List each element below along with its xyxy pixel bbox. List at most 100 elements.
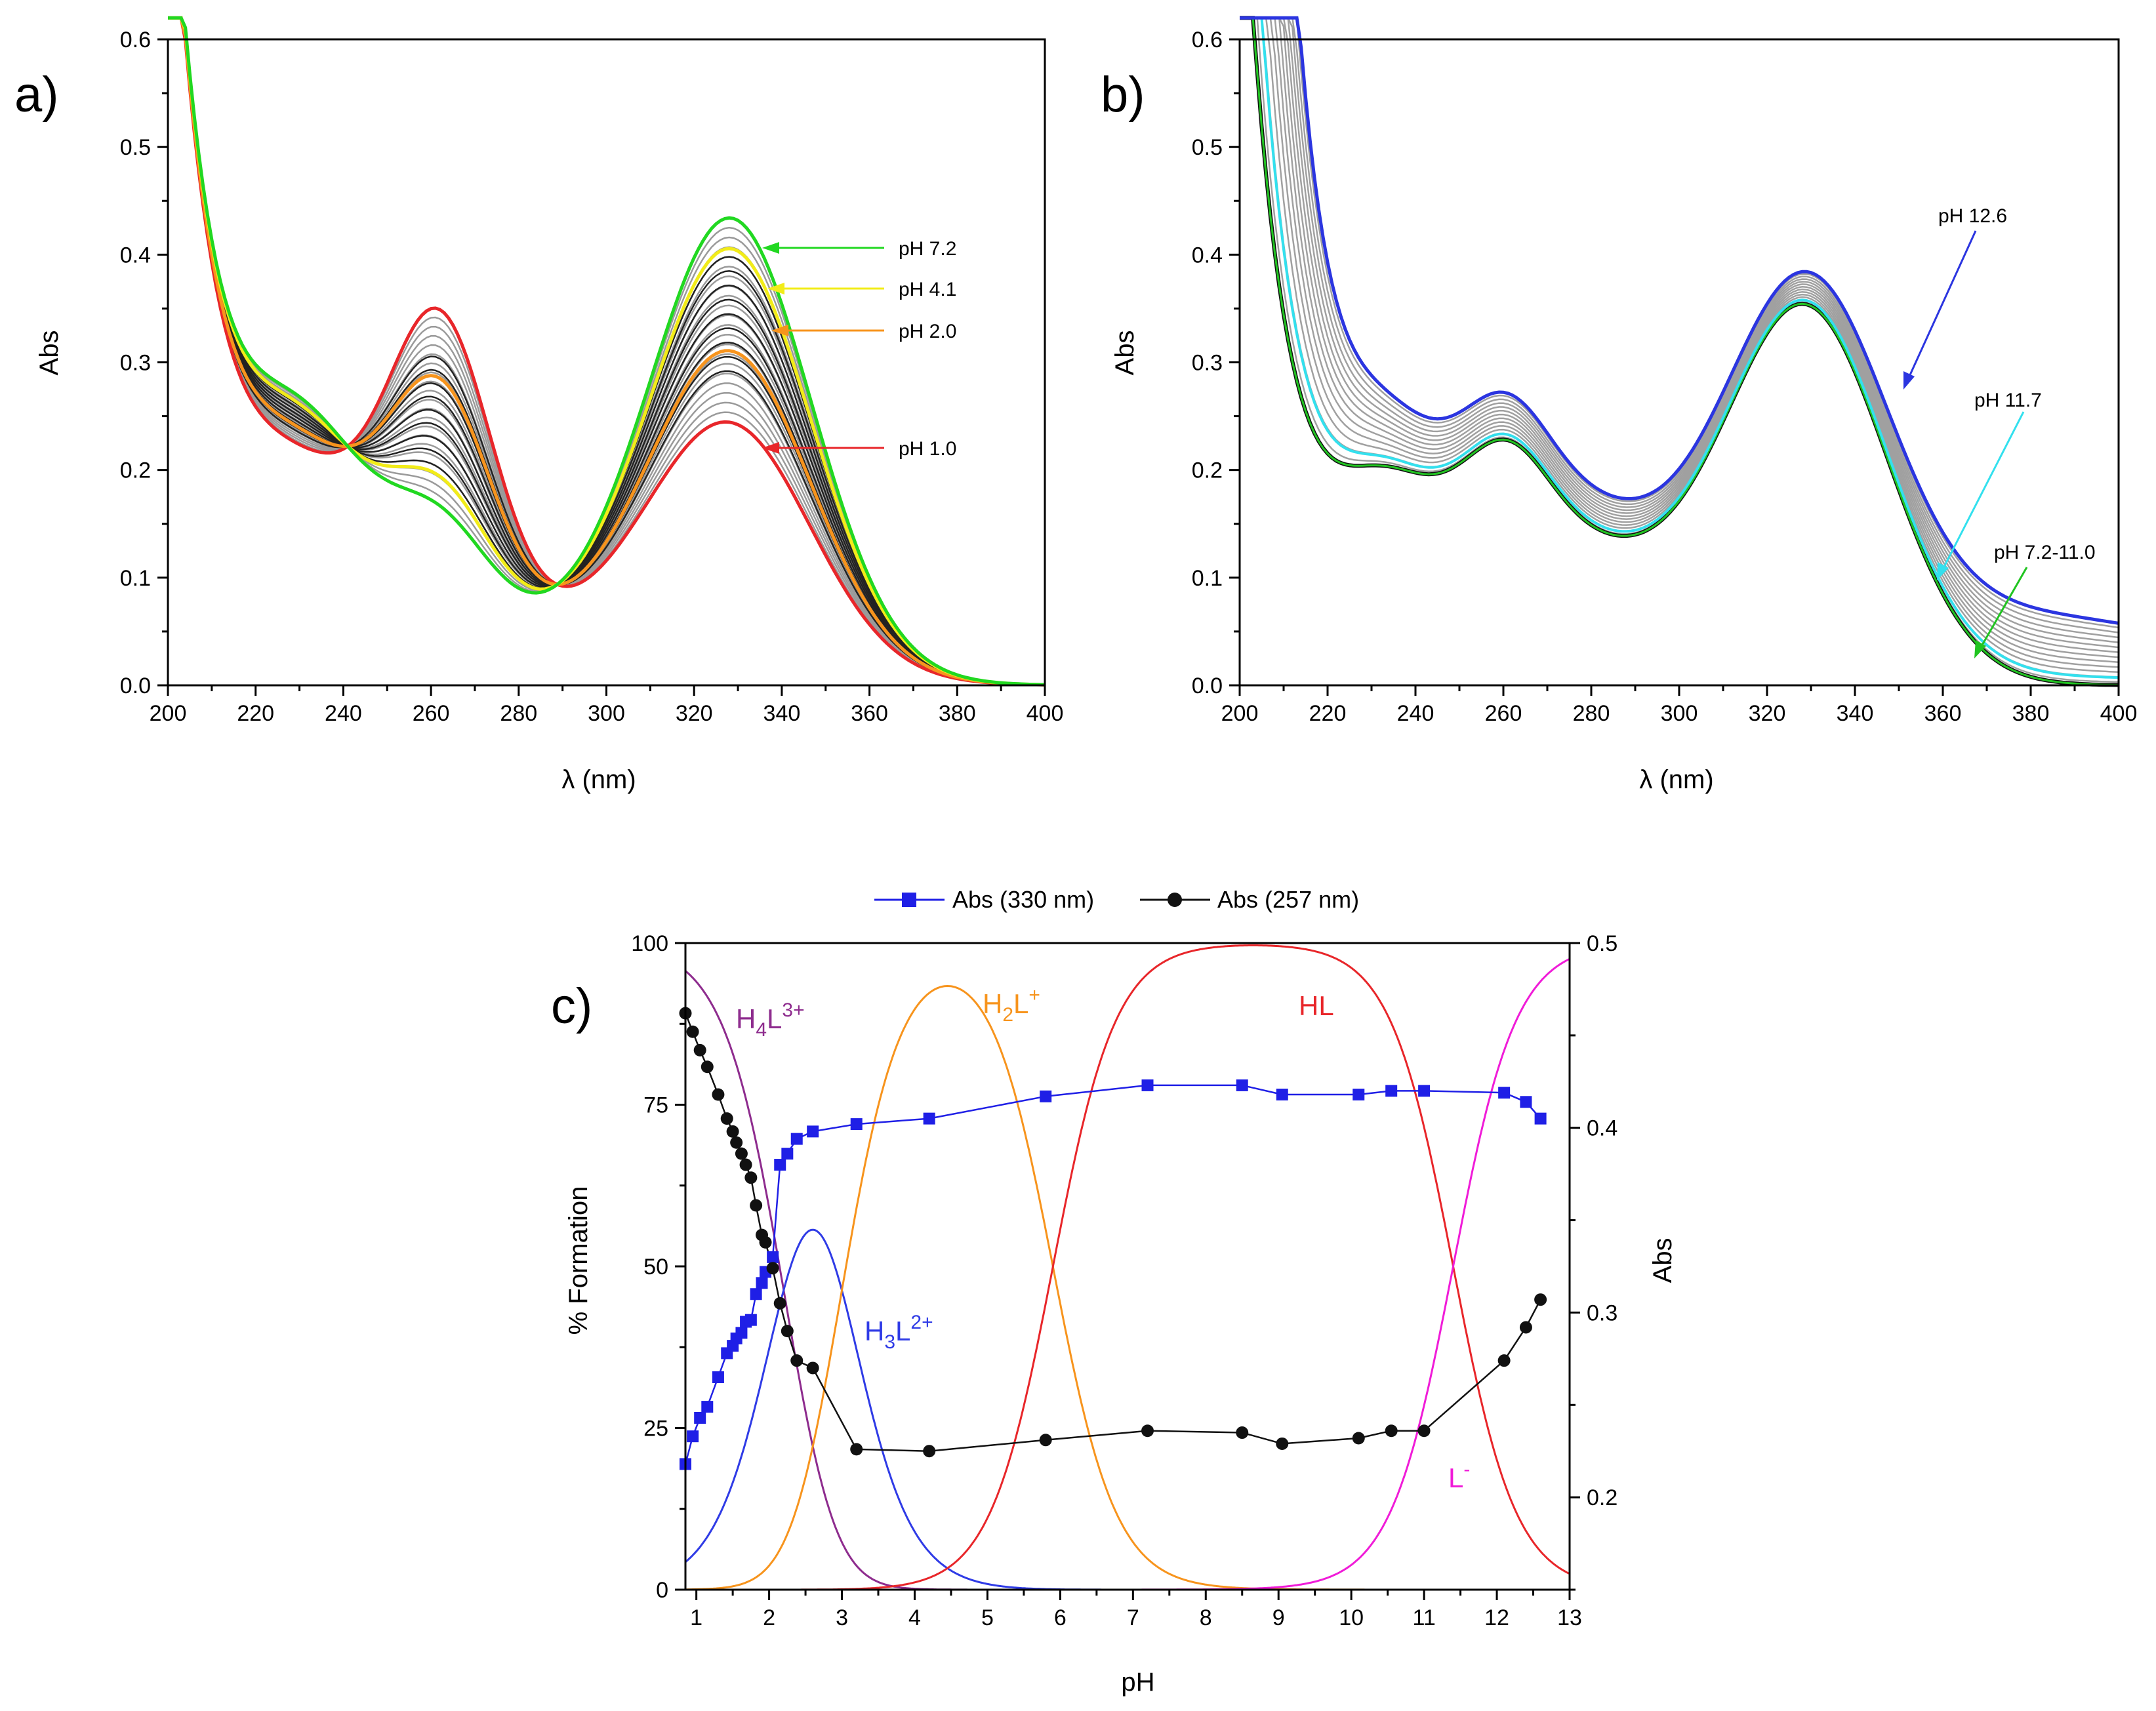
b-annotation-ph117: pH 11.7	[1937, 390, 2042, 580]
a-dark-spectrum	[168, 16, 1046, 686]
a-annotation-ph20: pH 2.0	[771, 321, 956, 342]
c-legend-abs257-label: Abs (257 nm)	[1217, 886, 1359, 913]
c-x-tick-label: 8	[1200, 1605, 1212, 1630]
c-y-tick-label: 50	[643, 1255, 668, 1279]
y-tick-label: 0.2	[120, 458, 151, 483]
y-tick-label: 0.4	[1192, 243, 1223, 268]
a-spectrum-ph20	[168, 16, 1046, 687]
panel-label-b: b)	[1101, 67, 1145, 123]
c-marker-abs257	[686, 1025, 699, 1038]
c-marker-abs330	[694, 1412, 706, 1424]
c-species-label-h4l: H4L3+	[736, 999, 805, 1041]
c-marker-abs257	[806, 1361, 819, 1375]
b-axes	[1229, 38, 2120, 696]
c-marker-abs257	[1141, 1424, 1154, 1438]
a-x-axis-label: λ (nm)	[561, 765, 636, 794]
c-marker-abs330	[790, 1133, 803, 1145]
a-label-ph20: pH 2.0	[899, 321, 956, 342]
c-marker-abs330	[1236, 1079, 1248, 1091]
c-legend-abs330: Abs (330 nm)	[874, 886, 1094, 913]
x-tick-label: 400	[2100, 701, 2138, 726]
b-label-ph72-110: pH 7.2-11.0	[1994, 542, 2096, 563]
c-y2-tick-labels: 0.2 0.3 0.4 0.5	[1587, 931, 1617, 1510]
panel-label-a: a)	[14, 67, 59, 123]
b-x-tick-labels: 200 220 240 260 280 300 320 340 360 380 400	[1221, 701, 2138, 726]
c-marker-abs330	[1353, 1089, 1365, 1101]
c-marker-abs257	[701, 1060, 714, 1074]
c-marker-abs330	[767, 1251, 779, 1263]
c-x-tick-label: 5	[981, 1605, 994, 1630]
c-marker-abs257	[712, 1088, 725, 1101]
c-y-tick-labels: 0 25 50 75 100	[631, 931, 668, 1603]
a-label-ph72: pH 7.2	[899, 238, 956, 260]
a-highlighted-spectra	[168, 16, 1046, 687]
b-gray-spectrum	[1240, 16, 2119, 643]
x-tick-label: 280	[500, 701, 537, 726]
c-marker-abs257	[744, 1171, 758, 1184]
b-gray-spectrum	[1240, 16, 2119, 653]
c-marker-abs330	[744, 1314, 757, 1326]
x-tick-label: 340	[763, 701, 801, 726]
c-marker-abs257	[1417, 1424, 1431, 1438]
x-tick-label: 300	[1661, 701, 1698, 726]
c-marker-abs330	[1141, 1079, 1154, 1091]
c-marker-abs330	[1534, 1112, 1547, 1125]
b-annotation-ph72-110: pH 7.2-11.0	[1974, 542, 2096, 658]
c-x-tick-labels: 1 2 3 4 5 6 7 8 9 10 11 12 13	[690, 1605, 1582, 1630]
a-annotation-ph10: pH 1.0	[762, 438, 956, 460]
c-marker-abs257	[781, 1325, 794, 1338]
a-x-tick-labels: 200 220 240 260 280 300 320 340 360 380 400	[150, 701, 1064, 726]
c-species-label-l: L-	[1448, 1459, 1470, 1493]
y-tick-label: 0.3	[1192, 351, 1223, 376]
b-y-axis-label: Abs	[1110, 331, 1139, 376]
c-marker-abs330	[923, 1112, 935, 1125]
c-marker-abs330	[1385, 1085, 1398, 1097]
c-marker-abs257	[773, 1297, 786, 1310]
y-tick-label: 0.5	[120, 135, 151, 160]
a-axes	[157, 38, 1046, 696]
c-marker-abs330	[1040, 1090, 1052, 1102]
c-marker-abs257	[1497, 1354, 1511, 1367]
c-y2-axis-label: Abs	[1648, 1238, 1677, 1283]
c-marker-abs257	[750, 1199, 763, 1212]
c-marker-abs257	[1236, 1426, 1249, 1439]
c-y-tick-label: 75	[643, 1093, 668, 1118]
y-tick-label: 0.4	[120, 243, 151, 268]
c-x-tick-label: 2	[763, 1605, 775, 1630]
c-x-tick-label: 12	[1484, 1605, 1509, 1630]
b-gray-spectrum	[1240, 16, 2119, 674]
c-marker-abs257	[850, 1443, 863, 1456]
c-x-axis-label: pH	[1121, 1668, 1154, 1697]
c-marker-abs257	[1352, 1432, 1365, 1445]
c-marker-abs330	[1418, 1085, 1431, 1097]
b-annotation-ph126: pH 12.6	[1903, 205, 2007, 390]
x-tick-label: 220	[237, 701, 274, 726]
a-spectrum-ph72	[168, 16, 1046, 687]
x-tick-label: 240	[325, 701, 362, 726]
x-tick-label: 220	[1309, 701, 1347, 726]
c-x-tick-label: 4	[908, 1605, 921, 1630]
c-marker-abs257	[766, 1262, 779, 1275]
x-tick-label: 240	[1397, 701, 1434, 726]
c-marker-abs257	[693, 1043, 706, 1057]
a-label-ph41: pH 4.1	[899, 279, 956, 300]
c-y2-tick-label: 0.2	[1587, 1485, 1617, 1510]
x-tick-label: 320	[676, 701, 713, 726]
c-legend-abs330-label: Abs (330 nm)	[952, 886, 1094, 913]
x-tick-label: 320	[1749, 701, 1786, 726]
y-tick-label: 0.1	[1192, 566, 1223, 591]
c-y2-tick-label: 0.3	[1587, 1300, 1617, 1325]
c-marker-abs257	[923, 1445, 936, 1458]
y-tick-label: 0.1	[120, 566, 151, 591]
a-spectrum-ph10	[168, 16, 1046, 687]
c-marker-abs257	[1519, 1321, 1532, 1334]
x-tick-label: 260	[1485, 701, 1522, 726]
c-y2-tick-label: 0.4	[1587, 1116, 1617, 1141]
c-x-tick-label: 3	[836, 1605, 848, 1630]
y-tick-label: 0.6	[1192, 28, 1223, 52]
b-label-ph126: pH 12.6	[1938, 205, 2007, 227]
c-marker-abs257	[1534, 1293, 1547, 1306]
y-tick-label: 0.5	[1192, 135, 1223, 160]
x-tick-label: 200	[150, 701, 187, 726]
a-y-axis-label: Abs	[35, 331, 64, 376]
